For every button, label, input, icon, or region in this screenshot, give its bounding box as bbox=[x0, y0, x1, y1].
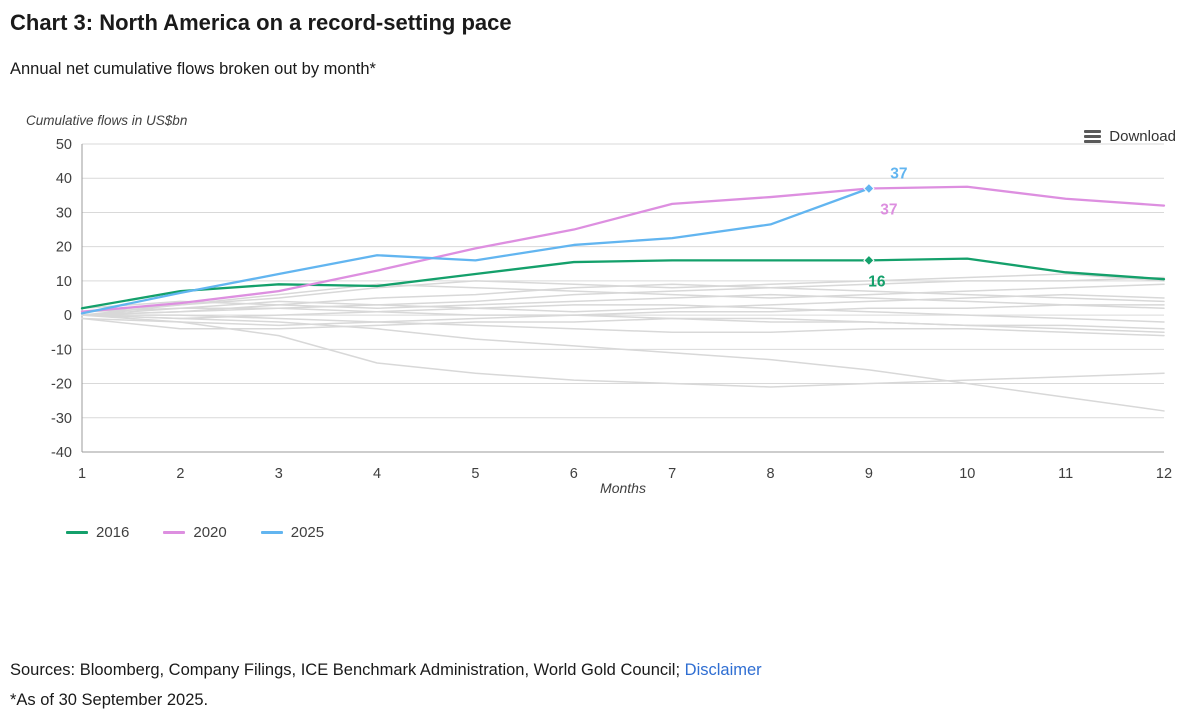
data-label: 16 bbox=[868, 273, 886, 290]
data-label: 37 bbox=[890, 165, 907, 182]
x-tick-label: 5 bbox=[471, 466, 479, 482]
page-title: Chart 3: North America on a record-setti… bbox=[10, 10, 512, 35]
page-subtitle: Annual net cumulative flows broken out b… bbox=[10, 60, 376, 78]
download-label: Download bbox=[1109, 128, 1176, 145]
x-tick-label: 7 bbox=[668, 466, 676, 482]
background-series-line bbox=[81, 283, 1165, 316]
footer: Sources: Bloomberg, Company Filings, ICE… bbox=[10, 655, 762, 716]
y-tick-label: -40 bbox=[51, 445, 72, 461]
sources-text: Sources: Bloomberg, Company Filings, ICE… bbox=[10, 660, 681, 679]
background-series-line bbox=[81, 314, 1165, 330]
series-line-2016 bbox=[80, 257, 1166, 310]
series-line-2020 bbox=[80, 185, 1166, 313]
background-series-line bbox=[81, 304, 1165, 316]
series-line-2025 bbox=[80, 187, 871, 315]
x-tick-label: 4 bbox=[373, 466, 381, 482]
legend-label-2025: 2025 bbox=[290, 524, 325, 541]
background-series-line bbox=[81, 283, 1165, 316]
y-tick-label: -30 bbox=[51, 411, 72, 427]
x-tick-label: 3 bbox=[275, 466, 283, 482]
chart-legend: 2016 2020 2025 bbox=[66, 524, 1200, 541]
data-label: 37 bbox=[880, 201, 897, 218]
legend-swatch-2020 bbox=[163, 531, 186, 534]
x-tick-label: 11 bbox=[1058, 466, 1073, 482]
series-point-marker bbox=[863, 254, 875, 267]
legend-swatch-2025 bbox=[260, 531, 283, 534]
y-tick-label: 0 bbox=[64, 308, 72, 324]
sources-line: Sources: Bloomberg, Company Filings, ICE… bbox=[10, 655, 762, 686]
background-series-line bbox=[81, 314, 1165, 388]
legend-item-2020[interactable]: 2020 bbox=[163, 524, 227, 541]
legend-swatch-2016 bbox=[66, 531, 88, 534]
legend-label-2016: 2016 bbox=[96, 524, 130, 541]
background-series-line bbox=[81, 314, 1165, 412]
x-tick-label: 8 bbox=[767, 466, 775, 482]
y-tick-label: -10 bbox=[51, 342, 72, 358]
background-series-line bbox=[81, 293, 1165, 310]
hamburger-menu-icon bbox=[1084, 129, 1102, 144]
y-tick-label: 30 bbox=[56, 205, 72, 221]
disclaimer-link[interactable]: Disclaimer bbox=[684, 660, 762, 679]
asof-note: *As of 30 September 2025. bbox=[10, 691, 209, 710]
x-tick-label: 2 bbox=[176, 466, 184, 482]
y-tick-label: 50 bbox=[56, 137, 72, 153]
x-tick-label: 12 bbox=[1156, 466, 1172, 482]
y-axis-title: Cumulative flows in US$bn bbox=[26, 113, 188, 128]
background-series-line bbox=[81, 304, 1165, 323]
x-tick-label: 6 bbox=[570, 466, 578, 482]
legend-item-2016[interactable]: 2016 bbox=[66, 524, 129, 541]
y-tick-label: 20 bbox=[56, 240, 72, 256]
series-point-marker bbox=[863, 182, 875, 195]
y-tick-label: -20 bbox=[51, 377, 72, 393]
x-tick-label: 10 bbox=[959, 466, 975, 482]
background-series-line bbox=[81, 314, 1165, 337]
background-series-line bbox=[81, 293, 1165, 316]
y-tick-label: 40 bbox=[56, 171, 72, 187]
x-axis-title: Months bbox=[600, 480, 646, 496]
legend-label-2020: 2020 bbox=[193, 524, 227, 541]
x-tick-label: 1 bbox=[78, 466, 86, 482]
y-tick-label: 10 bbox=[56, 274, 72, 290]
x-tick-label: 9 bbox=[865, 466, 873, 482]
legend-item-2025[interactable]: 2025 bbox=[260, 524, 325, 541]
page: Chart 3: North America on a record-setti… bbox=[0, 10, 1200, 724]
download-button[interactable]: Download bbox=[1084, 128, 1176, 145]
